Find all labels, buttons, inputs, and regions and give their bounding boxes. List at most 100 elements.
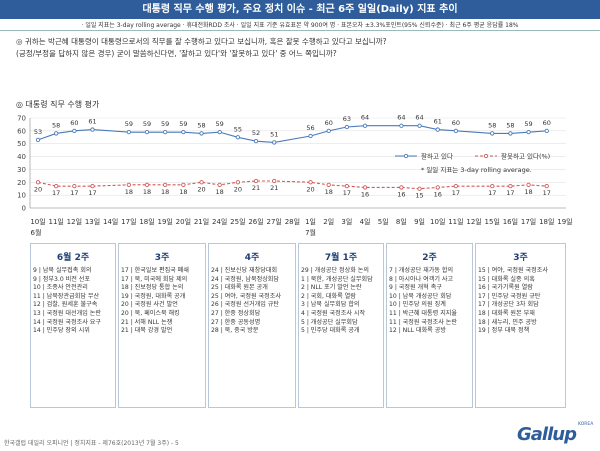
data-point <box>235 180 241 185</box>
data-label: 20 <box>34 185 42 193</box>
issue-item: 17 | 개성공단 3차 회담 <box>478 301 539 309</box>
week-box: 4주 24 | 진보신당 재창당대회 24 | 국정원, 남북정상회담 25 | 대화… <box>208 243 296 408</box>
issue-item: 18 | 대화록 원본 부재 <box>478 309 535 317</box>
week-title: 2주 <box>422 253 437 263</box>
issue-item: 10 | 조종사 안전관리 <box>33 284 88 292</box>
x-tick-label: 2일 <box>323 217 334 226</box>
issue-item: 14 | 민주당 장외 시위 <box>33 327 90 335</box>
x-tick-label: 19일 <box>158 217 173 226</box>
issue-item: 28 | 북, 중국 방문 <box>211 327 259 335</box>
data-label: 20 <box>234 185 242 193</box>
issue-item: 10 | 민주당 의원 징계 <box>389 301 446 309</box>
x-tick-label: 10일 <box>430 217 445 226</box>
issue-item: 9 | 정부3.0 비전 선포 <box>33 275 91 283</box>
data-label: 59 <box>125 120 133 128</box>
footer: 한국갤럽 데일리 오피니언 | 정치지표 - 제76호(2013년 7월 3주)… <box>4 440 179 447</box>
x-tick-label: 11일 <box>48 217 63 226</box>
data-label: 18 <box>325 188 333 196</box>
series-line <box>37 125 547 143</box>
data-point <box>544 183 549 189</box>
x-tick-label: 28일 <box>285 217 300 226</box>
data-label: 18 <box>125 188 133 196</box>
data-point <box>272 178 277 184</box>
question-text: ◎ 귀하는 박근혜 대통령이 대통령으로서의 직무를 잘 수행하고 있다고 보십… <box>16 36 387 60</box>
data-point <box>417 186 422 191</box>
issue-item: 21 | 서해 NLL 논쟁 <box>121 318 173 326</box>
issue-item: 29 | 개성공단 정상화 논의 <box>301 267 370 274</box>
issue-item: 16 | 국가기록원 열람 <box>478 284 533 292</box>
data-label: 17 <box>488 189 496 197</box>
issue-item: 19 | 국정원, 대화록 공개 <box>121 292 186 300</box>
x-tick-label: 18일 <box>539 217 554 226</box>
data-label: 17 <box>506 189 514 197</box>
issue-item: 24 | 진보신당 재창당대회 <box>211 267 278 274</box>
data-point <box>126 129 131 135</box>
issue-item: 21 | 대북 강경 발언 <box>121 327 173 335</box>
x-tick-label: 15일 <box>485 217 500 226</box>
survey-note: · 일일 지표는 3-day rolling average · 휴대전화RDD… <box>81 22 519 29</box>
data-label: 18 <box>179 188 187 196</box>
issue-item: 9 | 국정원 개혁 촉구 <box>389 284 442 292</box>
y-tick-label: 40 <box>17 153 26 161</box>
issue-item: 15 | 대화록 실종 의혹 <box>478 275 535 283</box>
data-label: 17 <box>52 189 60 197</box>
week-box: 2주 7 | 개성공단 재가동 합의 8 | 아시아나 여객기 사고 9 | 국정원 … <box>386 243 473 408</box>
issue-item: 11 | 박근혜 대통령 지지율 <box>389 309 458 317</box>
data-point <box>181 182 186 188</box>
issue-item: 10 | 남북 개성공단 회담 <box>389 292 452 300</box>
legend-marker <box>483 153 489 159</box>
x-tick-label: 10일 <box>30 217 45 226</box>
issue-item: 17 | 민주당 국정원 규탄 <box>478 292 541 300</box>
issue-item: 19 | 정부 대북 정책 <box>478 327 530 335</box>
x-tick-label: 19일 <box>557 217 572 226</box>
issue-item: 25 | 대화록 원본 공개 <box>211 284 268 292</box>
data-point <box>490 131 495 136</box>
data-point <box>435 127 440 132</box>
data-point <box>453 183 459 189</box>
data-point <box>126 182 131 188</box>
week-title: 7월 1주 <box>324 253 358 263</box>
data-label: 60 <box>70 119 78 127</box>
data-point <box>326 128 331 134</box>
data-label: 20 <box>306 185 314 193</box>
data-label: 18 <box>143 188 151 196</box>
x-tick-label: 17일 <box>121 217 136 226</box>
data-label: 18 <box>216 188 224 196</box>
x-tick-label: 1일 <box>305 217 316 226</box>
data-label: 55 <box>234 125 242 133</box>
month-label: 7월 <box>305 228 316 237</box>
data-label: 16 <box>361 190 369 198</box>
x-tick-label: 14일 <box>103 217 118 226</box>
week-box: 3주 17 | 한국일보 편집국 폐쇄 17 | 북, 미국에 회담 제의 18 | … <box>118 243 206 408</box>
x-tick-label: 20일 <box>176 217 191 226</box>
issue-item: 7 | 개성공단 재가동 합의 <box>389 267 454 274</box>
issue-item: 4 | 국정원 국정조사 시작 <box>301 309 366 317</box>
data-point <box>326 182 331 188</box>
data-label: 59 <box>143 120 151 128</box>
legend-label: 잘못하고 있다(%) <box>501 152 550 161</box>
issue-item: 12 | 검찰, 원세훈 불구속 <box>33 301 98 309</box>
data-label: 18 <box>524 188 532 196</box>
data-point <box>272 140 277 145</box>
data-point <box>144 182 150 188</box>
issue-item: 11 | 남북장관급회담 무산 <box>33 292 100 300</box>
issue-item: 26 | 국정원 선거개입 규탄 <box>211 301 280 309</box>
divider <box>0 30 600 31</box>
data-point <box>490 183 495 189</box>
data-label: 16 <box>397 190 405 198</box>
question-line-2: (긍정/부정을 답하지 않은 경우) 굳이 말씀하신다면, '잘하고 있다'와 … <box>16 49 337 58</box>
data-label: 63 <box>343 115 351 123</box>
question-line-1: ◎ 귀하는 박근혜 대통령이 대통령으로서의 직무를 잘 수행하고 있다고 보십… <box>16 37 387 46</box>
data-point <box>35 180 41 185</box>
issue-item: 20 | 국정원 사건 발언 <box>121 301 178 309</box>
data-label: 21 <box>270 184 278 192</box>
x-tick-label: 4일 <box>360 217 371 226</box>
gallup-logo: Gallup <box>517 424 577 445</box>
data-point <box>163 182 168 188</box>
data-point <box>417 123 422 128</box>
x-tick-label: 24일 <box>212 217 227 226</box>
issue-item: 12 | NLL 대화록 공방 <box>389 327 446 335</box>
data-point <box>362 185 368 190</box>
data-label: 64 <box>415 114 423 122</box>
issue-item: 14 | 국정원 국정조사 요구 <box>33 318 102 326</box>
